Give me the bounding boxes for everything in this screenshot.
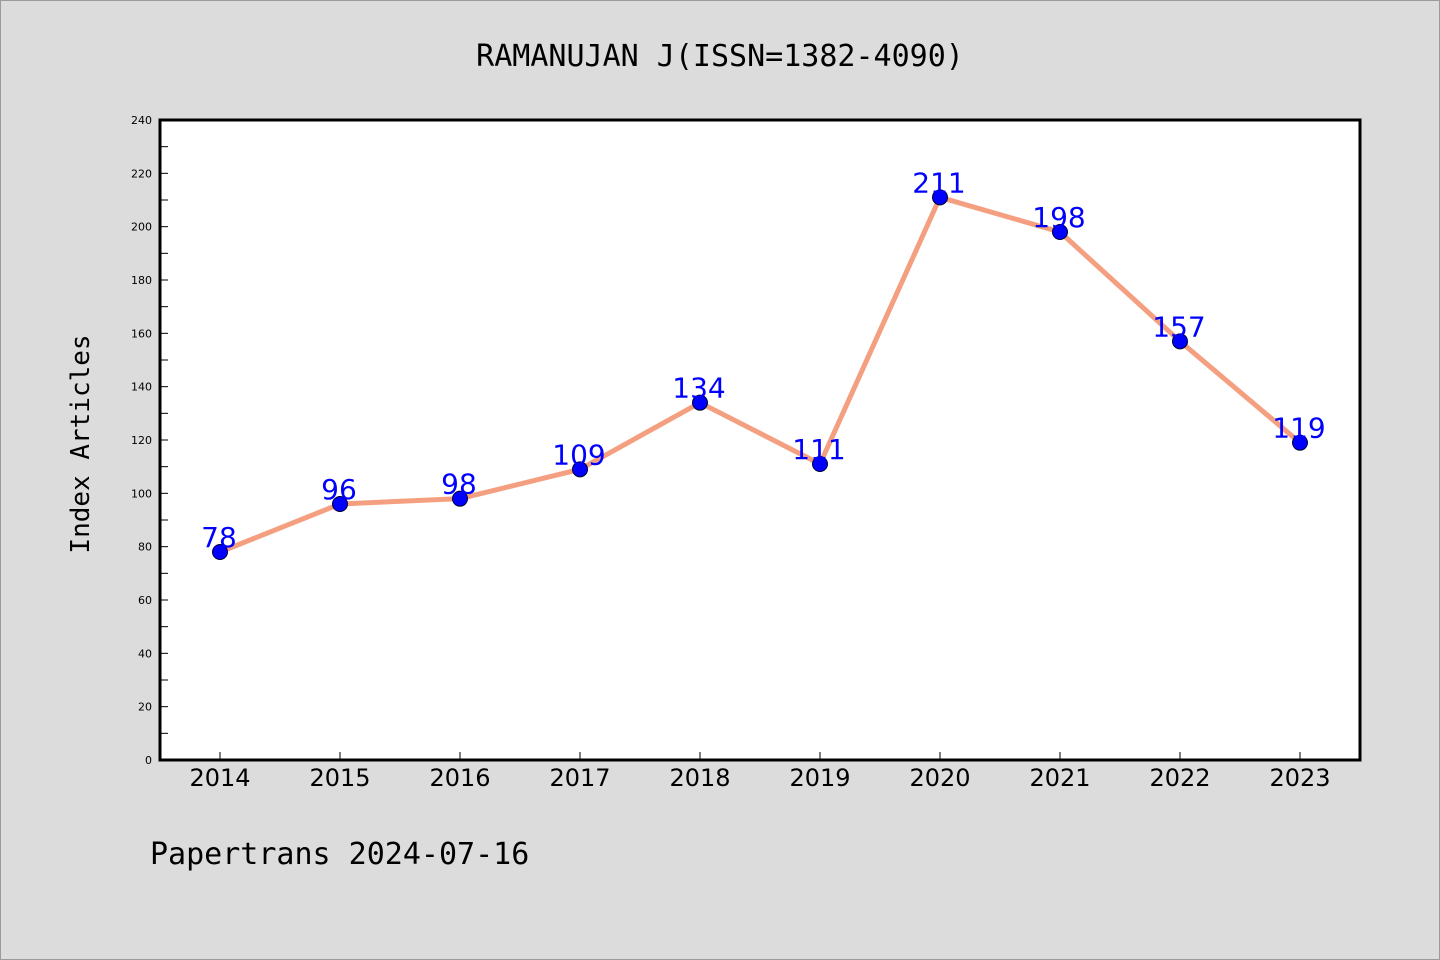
chart-title: RAMANUJAN J(ISSN=1382-4090) — [476, 39, 964, 74]
data-label: 134 — [672, 372, 725, 405]
y-tick-label: 180 — [131, 274, 152, 287]
y-tick-label: 0 — [145, 754, 152, 767]
x-tick-label: 2015 — [309, 764, 370, 792]
data-label: 109 — [552, 438, 605, 471]
y-tick-label: 140 — [131, 381, 152, 394]
data-label: 98 — [441, 468, 477, 501]
x-tick-label: 2018 — [669, 764, 730, 792]
y-tick-label: 220 — [131, 167, 152, 180]
data-label: 78 — [201, 521, 237, 554]
data-label: 111 — [792, 433, 845, 466]
x-axis: 2014 2015 2016 2017 2018 2019 2020 2021 2022 2023 — [189, 752, 1331, 792]
data-label: 119 — [1272, 412, 1325, 445]
series-group: 78 96 98 109 134 111 211 198 157 119 — [201, 166, 1326, 560]
x-tick-label: 2023 — [1269, 764, 1330, 792]
x-tick-label: 2021 — [1029, 764, 1090, 792]
x-tick-label: 2019 — [789, 764, 850, 792]
y-tick-label: 20 — [138, 701, 152, 714]
data-point — [452, 490, 468, 507]
x-tick-label: 2014 — [189, 764, 250, 792]
y-axis-label: Index Articles — [66, 334, 96, 553]
data-label: 96 — [321, 473, 357, 506]
y-tick-label: 240 — [131, 114, 152, 127]
y-tick-label: 100 — [131, 487, 152, 500]
y-tick-label: 60 — [138, 594, 152, 607]
data-label: 211 — [912, 166, 965, 199]
x-tick-label: 2017 — [549, 764, 610, 792]
footer-text: Papertrans 2024-07-16 — [150, 837, 529, 872]
y-tick-label: 160 — [131, 327, 152, 340]
data-point — [572, 461, 588, 478]
plot-area — [158, 118, 1362, 762]
y-tick-label: 200 — [131, 221, 152, 234]
data-point — [212, 544, 228, 560]
y-tick-label: 120 — [131, 434, 152, 447]
series-line — [217, 194, 1303, 555]
x-tick-label: 2020 — [909, 764, 970, 792]
y-axis: 0 20 40 60 80 100 120 140 160 180 200 220 240 — [131, 114, 168, 767]
data-point — [1172, 333, 1188, 350]
y-tick-label: 40 — [138, 647, 152, 660]
data-label: 198 — [1032, 201, 1085, 234]
data-point — [1052, 224, 1068, 240]
x-tick-label: 2022 — [1149, 764, 1210, 792]
data-point — [932, 189, 948, 206]
data-point — [692, 394, 708, 411]
data-point — [812, 456, 828, 472]
data-label: 157 — [1152, 310, 1205, 343]
data-point — [1292, 434, 1308, 451]
data-point — [332, 496, 348, 512]
x-tick-label: 2016 — [429, 764, 490, 792]
y-tick-label: 80 — [138, 541, 152, 554]
